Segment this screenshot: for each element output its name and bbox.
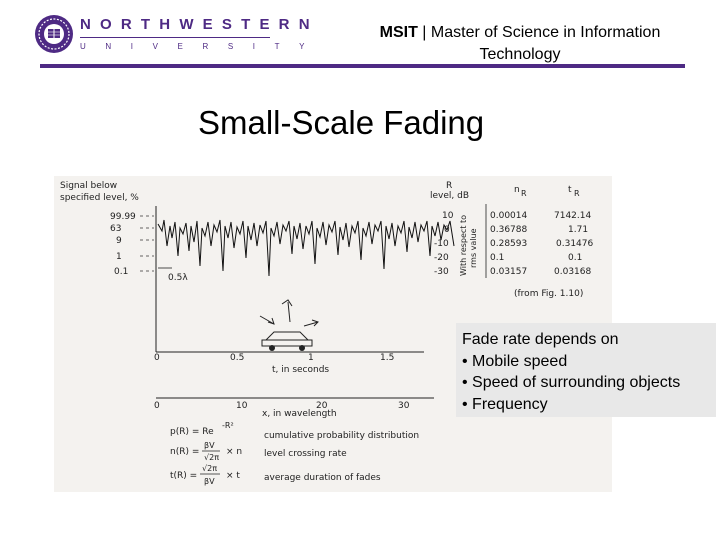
left-level: 1 — [116, 252, 122, 262]
right-axis-side-label: With respect to rms value — [459, 215, 478, 276]
tr-value: 7142.14 — [554, 211, 591, 221]
formula2-description: level crossing rate — [264, 449, 347, 459]
nr-column-header: n — [514, 185, 520, 195]
wavelength-marker-label: 0.5λ — [168, 273, 188, 283]
slide-title: Small-Scale Fading — [198, 104, 485, 141]
formula2-lhs: n(R) = — [170, 447, 199, 457]
fade-rate-callout: Fade rate depends on • Mobile speed • Sp… — [456, 323, 716, 417]
tr-column-header: t — [568, 185, 572, 195]
formula3-denominator: βV — [204, 477, 215, 486]
right-level: -30 — [434, 267, 449, 277]
formula1-description: cumulative probability distribution — [264, 431, 419, 441]
fading-signal-trace — [157, 219, 455, 277]
formula3-lhs: t(R) = — [170, 471, 197, 481]
header-divider — [40, 64, 685, 68]
tr-value: 0.03168 — [554, 267, 591, 277]
northwestern-logo: NORTHWESTERN UNIVERSITY — [34, 14, 310, 58]
figure-source: (from Fig. 1.10) — [514, 289, 583, 299]
formula3-description: average duration of fades — [264, 473, 381, 483]
time-tick: 1.5 — [380, 353, 394, 363]
right-level: -20 — [434, 253, 449, 263]
moving-car-icon — [259, 299, 319, 351]
logo-divider — [80, 37, 270, 38]
right-level: -10 — [434, 239, 449, 249]
program-abbrev: MSIT — [379, 24, 418, 41]
formula2-tail: × n — [226, 447, 242, 457]
time-tick-labels: 0 0.5 1 1.5 — [154, 353, 394, 363]
wavelength-tick: 10 — [236, 401, 248, 411]
nr-value: 0.36788 — [490, 225, 527, 235]
logo-wordmark: NORTHWESTERN — [80, 16, 319, 33]
right-level-labels: 10 0 -10 -20 -30 — [434, 211, 454, 277]
level-reference-lines — [140, 215, 154, 272]
callout-bullet: • Frequency — [462, 395, 548, 413]
left-level: 0.1 — [114, 267, 128, 277]
time-tick: 0 — [154, 353, 160, 363]
program-name: Master of Science in Information Technol… — [430, 24, 661, 63]
nr-value: 0.1 — [490, 253, 504, 263]
formula1-exponent: -R² — [222, 421, 234, 430]
nr-value: 0.28593 — [490, 239, 527, 249]
time-tick: 0.5 — [230, 353, 244, 363]
wavelength-tick: 20 — [316, 401, 328, 411]
right-axis-side-line2: rms value — [469, 228, 478, 268]
right-level: 0 — [444, 225, 450, 235]
logo-subtitle: UNIVERSITY — [80, 42, 325, 51]
left-axis-title-line2: specified level, % — [60, 193, 139, 203]
callout-bullet: • Speed of surrounding objects — [462, 374, 681, 391]
program-title: MSIT | Master of Science in Information … — [340, 22, 700, 66]
time-tick: 1 — [308, 353, 314, 363]
left-level: 9 — [116, 236, 122, 246]
left-level: 99.99 — [110, 212, 136, 222]
wavelength-tick: 30 — [398, 401, 410, 411]
formula3-numerator: √2π — [202, 464, 217, 473]
callout-bullet: • Mobile speed — [462, 352, 568, 370]
formula3-tail: × t — [226, 471, 240, 481]
tr-value: 1.71 — [568, 225, 588, 235]
tr-value: 0.31476 — [556, 239, 593, 249]
right-axis-title-line1: R — [446, 181, 452, 191]
tr-value: 0.1 — [568, 253, 582, 263]
right-level: 10 — [442, 211, 454, 221]
nr-value: 0.00014 — [490, 211, 527, 221]
nr-value: 0.03157 — [490, 267, 527, 277]
formula2-denominator: √2π — [204, 453, 219, 462]
program-separator: | — [417, 24, 431, 41]
university-seal-icon — [35, 15, 73, 53]
left-level: 63 — [110, 224, 121, 234]
nr-values: 0.00014 0.36788 0.28593 0.1 0.03157 — [490, 211, 527, 277]
nr-column-sub: R — [521, 189, 527, 198]
left-level-labels: 99.99 63 9 1 0.1 — [110, 212, 136, 277]
formula2-numerator: βV — [204, 441, 215, 450]
callout-heading: Fade rate depends on — [462, 331, 619, 348]
tr-column-sub: R — [574, 189, 580, 198]
wavelength-axis-label: x, in wavelength — [262, 409, 337, 419]
left-axis-title-line1: Signal below — [60, 181, 117, 191]
right-axis-side-line1: With respect to — [459, 215, 468, 276]
wavelength-tick-labels: 0 10 20 30 — [154, 401, 410, 411]
formula1-lhs: p(R) = Re — [170, 427, 214, 437]
wavelength-tick: 0 — [154, 401, 160, 411]
right-axis-title-line2: level, dB — [430, 191, 469, 201]
fading-figure-graphic: Signal below specified level, % 99.99 63… — [60, 181, 593, 486]
time-axis-label: t, in seconds — [272, 365, 329, 375]
tr-values: 7142.14 1.71 0.31476 0.1 0.03168 — [554, 211, 593, 277]
